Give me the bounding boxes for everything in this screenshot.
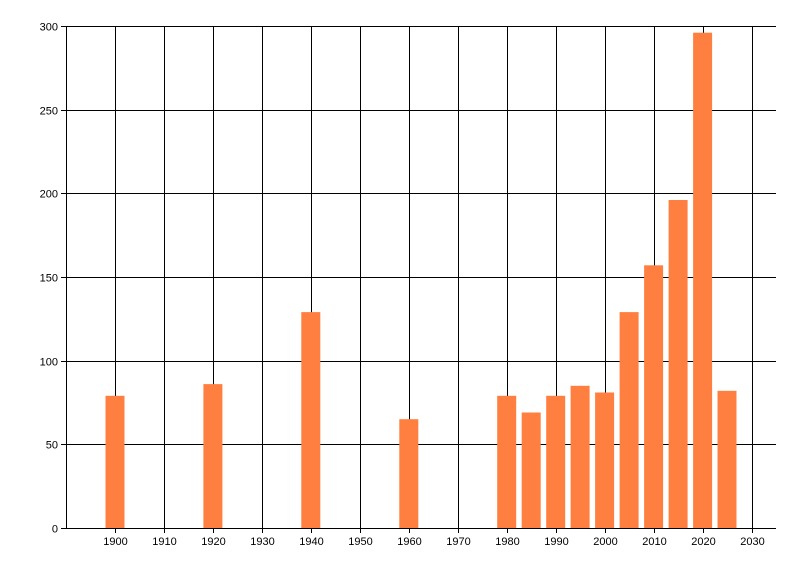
x-tick-label: 1940 [299, 536, 323, 548]
x-tick-label: 1990 [544, 536, 568, 548]
bar [668, 200, 688, 528]
y-tick-label: 300 [40, 22, 58, 34]
x-tick-label: 2030 [740, 536, 764, 548]
bar [203, 384, 223, 528]
x-axis-ticks: 1900 1910 1920 1930 1940 1950 1960 1970 1980 1990… [103, 528, 765, 548]
bar [546, 395, 566, 528]
x-tick-label: 2000 [593, 536, 617, 548]
x-tick-label: 1980 [495, 536, 519, 548]
x-tick-label: 1930 [250, 536, 274, 548]
x-tick-label: 1950 [348, 536, 372, 548]
bar [301, 312, 321, 528]
bar [399, 419, 419, 528]
y-tick-label: 200 [40, 189, 58, 201]
y-tick-label: 0 [52, 524, 58, 536]
bar [644, 265, 664, 528]
axes [66, 26, 776, 529]
y-tick-label: 50 [46, 440, 58, 452]
bar [521, 412, 541, 528]
bar [717, 390, 737, 528]
x-tick-label: 1920 [201, 536, 225, 548]
bar [619, 312, 639, 528]
x-tick-label: 1900 [103, 536, 127, 548]
x-tick-label: 2010 [642, 536, 666, 548]
bar [570, 385, 590, 528]
y-axis-ticks: 0 50 100 150 200 250 300 [40, 22, 66, 536]
bar [105, 395, 125, 528]
x-tick-label: 1970 [446, 536, 470, 548]
bar [595, 392, 615, 528]
x-tick-label: 1910 [152, 536, 176, 548]
x-tick-label: 1960 [397, 536, 421, 548]
bar [693, 32, 713, 528]
y-tick-label: 250 [40, 106, 58, 118]
y-tick-label: 100 [40, 357, 58, 369]
bar [497, 395, 517, 528]
bars [105, 32, 737, 528]
y-tick-label: 150 [40, 273, 58, 285]
x-tick-label: 2020 [691, 536, 715, 548]
